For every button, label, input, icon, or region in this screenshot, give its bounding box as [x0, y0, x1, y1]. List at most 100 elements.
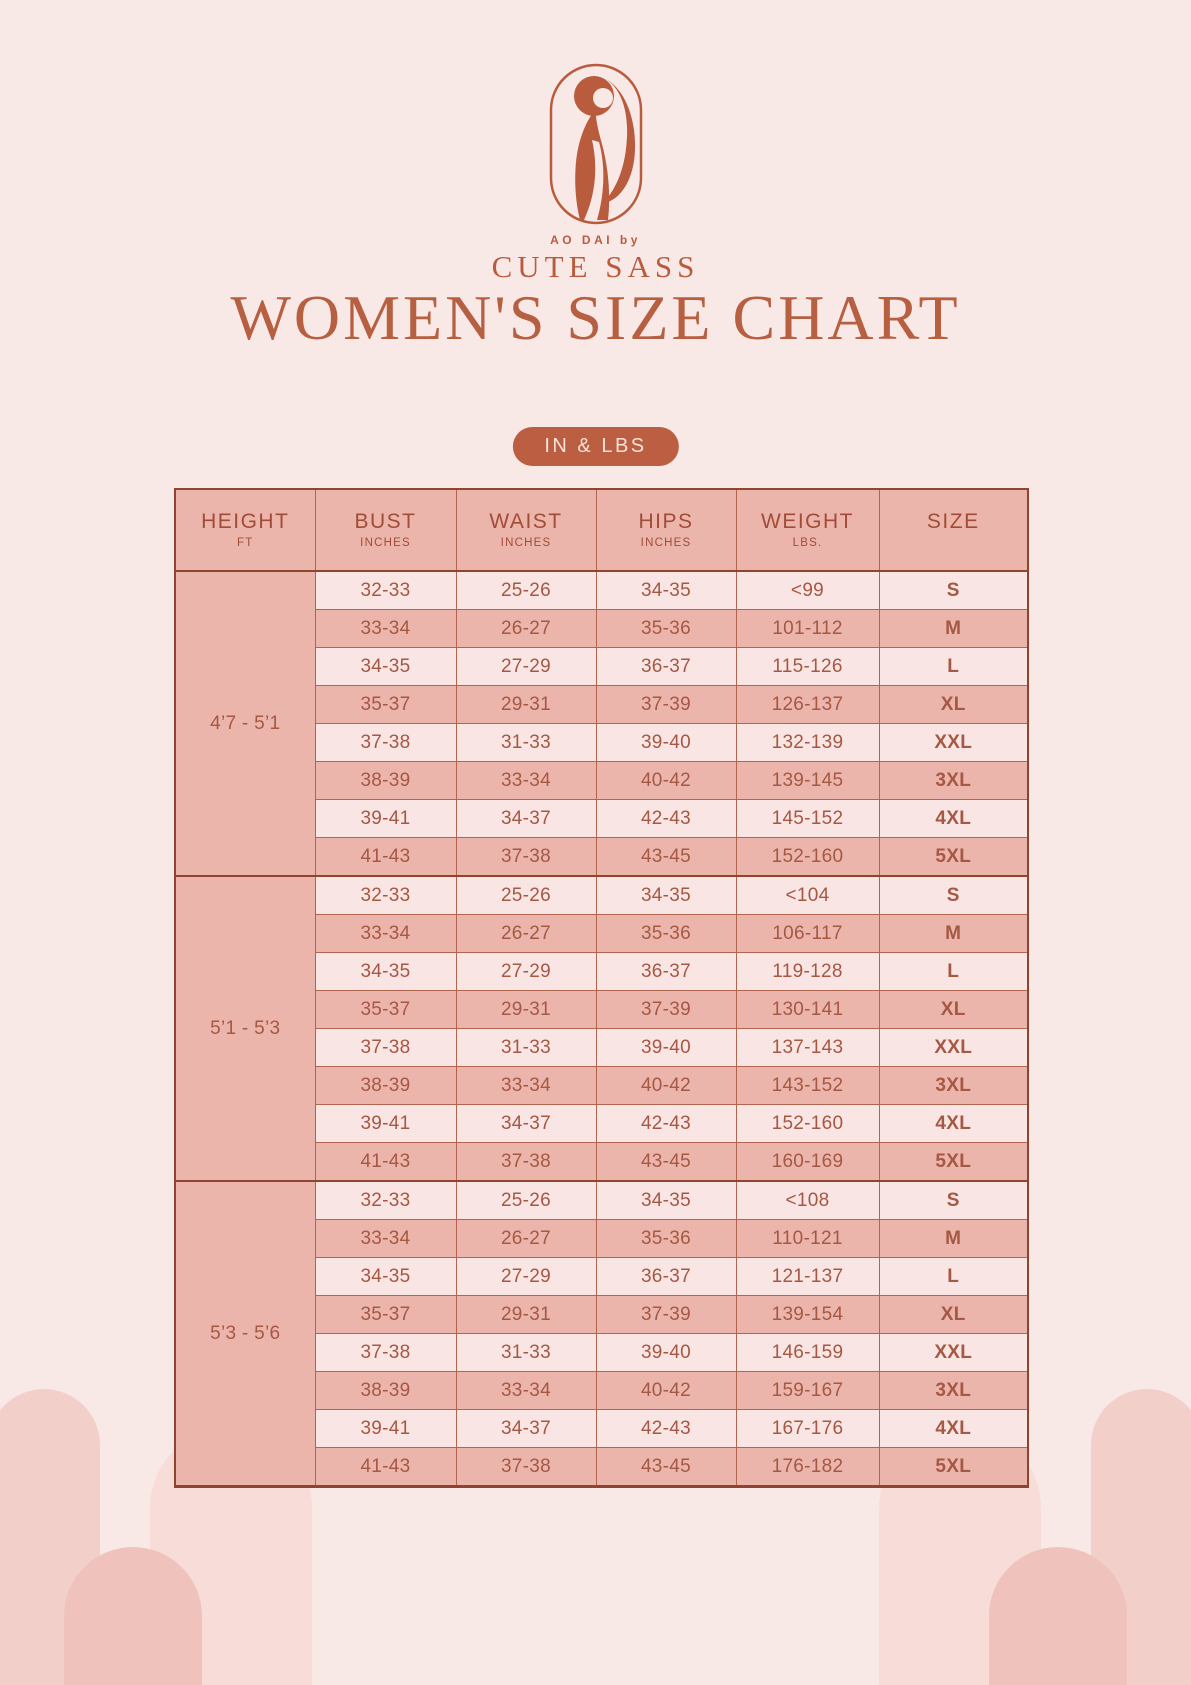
units-badge: IN & LBS [512, 427, 679, 466]
size-cell: XXL [878, 723, 1029, 762]
weight-cell: 115-126 [735, 647, 880, 686]
size-cell: 4XL [878, 799, 1029, 838]
weight-cell: 137-143 [735, 1028, 880, 1067]
table-row: 35-37 29-31 37-39 130-141 XL [175, 990, 1029, 1029]
waist-cell: 37-38 [455, 837, 597, 877]
waist-cell: 26-27 [455, 1219, 597, 1258]
hips-cell: 43-45 [595, 837, 737, 877]
bust-cell: 32-33 [314, 875, 457, 915]
weight-cell: <99 [735, 570, 880, 610]
hips-cell: 40-42 [595, 1066, 737, 1105]
table-row: 5’1 - 5’3 32-33 25-26 34-35 <104 S [174, 875, 1029, 1182]
table-row: 39-41 34-37 42-43 145-152 4XL [175, 799, 1029, 838]
size-cell: 4XL [878, 1409, 1029, 1448]
hips-cell: 43-45 [595, 1142, 737, 1182]
weight-cell: <104 [735, 875, 880, 915]
hips-cell: 35-36 [595, 609, 737, 648]
weight-cell: 143-152 [735, 1066, 880, 1105]
hips-cell: 35-36 [595, 1219, 737, 1258]
bust-cell: 33-34 [314, 1219, 457, 1258]
weight-cell: 167-176 [735, 1409, 880, 1448]
column-header-hips: HIPS INCHES [595, 488, 737, 572]
bust-cell: 41-43 [314, 1447, 457, 1487]
table-row: 33-34 26-27 35-36 110-121 M [175, 1219, 1029, 1258]
waist-cell: 31-33 [455, 1333, 597, 1372]
hips-cell: 34-35 [595, 875, 737, 915]
hips-cell: 39-40 [595, 1333, 737, 1372]
hips-cell: 39-40 [595, 1028, 737, 1067]
hips-cell: 42-43 [595, 1409, 737, 1448]
weight-cell: 152-160 [735, 837, 880, 877]
table-header-row: HEIGHT FT BUST INCHES WAIST INCHES HIPS … [174, 488, 1029, 572]
column-header-size: SIZE [878, 488, 1029, 572]
bust-cell: 32-33 [314, 570, 457, 610]
size-cell: M [878, 914, 1029, 953]
bust-cell: 35-37 [314, 685, 457, 724]
waist-cell: 25-26 [455, 875, 597, 915]
hips-cell: 36-37 [595, 1257, 737, 1296]
table-row: 38-39 33-34 40-42 159-167 3XL [175, 1371, 1029, 1410]
weight-cell: 159-167 [735, 1371, 880, 1410]
bust-cell: 41-43 [314, 1142, 457, 1182]
size-cell: 3XL [878, 1371, 1029, 1410]
bust-cell: 38-39 [314, 761, 457, 800]
column-sublabel: INCHES [640, 537, 692, 549]
weight-cell: 126-137 [735, 685, 880, 724]
size-cell: XL [878, 990, 1029, 1029]
bust-cell: 34-35 [314, 1257, 457, 1296]
weight-cell: <108 [735, 1180, 880, 1220]
hips-cell: 35-36 [595, 914, 737, 953]
column-label: WAIST [489, 510, 563, 533]
hips-cell: 36-37 [595, 952, 737, 991]
column-label: HEIGHT [201, 510, 290, 533]
waist-cell: 29-31 [455, 685, 597, 724]
table-row: 5’3 - 5’6 32-33 25-26 34-35 <108 S [174, 1180, 1029, 1487]
hips-cell: 34-35 [595, 1180, 737, 1220]
bust-cell: 33-34 [314, 609, 457, 648]
arch-decoration [64, 1547, 202, 1685]
waist-cell: 31-33 [455, 723, 597, 762]
waist-cell: 25-26 [455, 1180, 597, 1220]
weight-cell: 139-154 [735, 1295, 880, 1334]
waist-cell: 34-37 [455, 1409, 597, 1448]
table-row: 4’7 - 5’1 32-33 25-26 34-35 <99 S [174, 570, 1029, 877]
bust-cell: 37-38 [314, 723, 457, 762]
size-cell: 3XL [878, 1066, 1029, 1105]
hips-cell: 36-37 [595, 647, 737, 686]
table-row: 34-35 27-29 36-37 115-126 L [175, 647, 1029, 686]
weight-cell: 119-128 [735, 952, 880, 991]
bust-cell: 34-35 [314, 647, 457, 686]
bust-cell: 35-37 [314, 1295, 457, 1334]
size-cell: M [878, 609, 1029, 648]
hips-cell: 39-40 [595, 723, 737, 762]
waist-cell: 26-27 [455, 609, 597, 648]
size-cell: S [878, 570, 1029, 610]
table-row: 37-38 31-33 39-40 137-143 XXL [175, 1028, 1029, 1067]
bust-cell: 38-39 [314, 1066, 457, 1105]
weight-cell: 176-182 [735, 1447, 880, 1487]
table-row: 35-37 29-31 37-39 126-137 XL [175, 685, 1029, 724]
column-sublabel: FT [237, 537, 254, 549]
table-row: 35-37 29-31 37-39 139-154 XL [175, 1295, 1029, 1334]
waist-cell: 31-33 [455, 1028, 597, 1067]
bust-cell: 37-38 [314, 1028, 457, 1067]
table-row: 33-34 26-27 35-36 106-117 M [175, 914, 1029, 953]
size-table: HEIGHT FT BUST INCHES WAIST INCHES HIPS … [174, 488, 1029, 1488]
hips-cell: 34-35 [595, 570, 737, 610]
weight-cell: 101-112 [735, 609, 880, 648]
column-label: HIPS [638, 510, 694, 533]
table-row: 39-41 34-37 42-43 152-160 4XL [175, 1104, 1029, 1143]
size-cell: S [878, 1180, 1029, 1220]
waist-cell: 29-31 [455, 1295, 597, 1334]
hips-cell: 40-42 [595, 1371, 737, 1410]
hips-cell: 43-45 [595, 1447, 737, 1487]
column-header-waist: WAIST INCHES [455, 488, 597, 572]
waist-cell: 37-38 [455, 1142, 597, 1182]
weight-cell: 110-121 [735, 1219, 880, 1258]
weight-cell: 145-152 [735, 799, 880, 838]
bust-cell: 35-37 [314, 990, 457, 1029]
waist-cell: 33-34 [455, 761, 597, 800]
waist-cell: 27-29 [455, 952, 597, 991]
size-cell: L [878, 952, 1029, 991]
table-row: 38-39 33-34 40-42 139-145 3XL [175, 761, 1029, 800]
